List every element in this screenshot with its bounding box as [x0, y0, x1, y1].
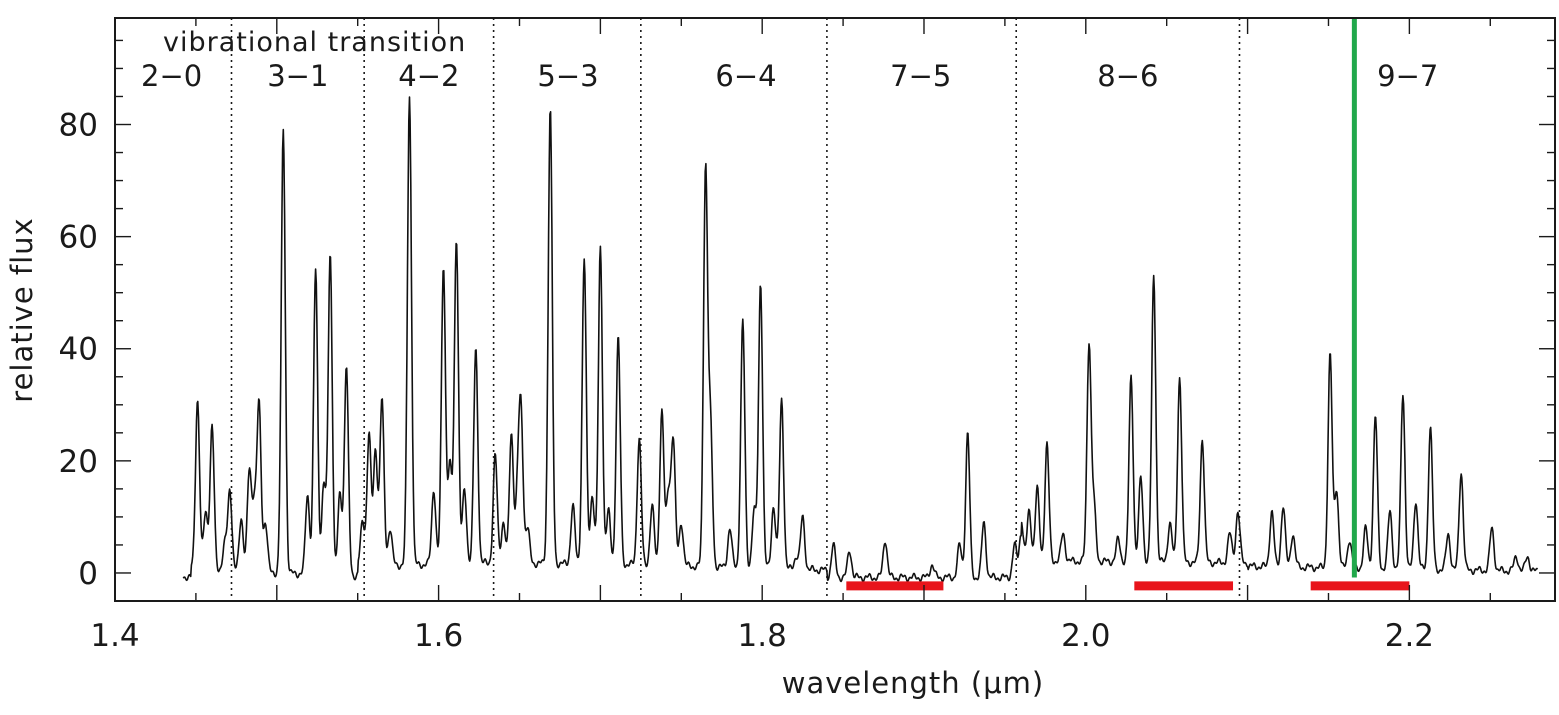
x-tick-label: 1.4 [90, 618, 139, 654]
x-tick-labels: 1.4 1.6 1.8 2.0 2.2 [90, 618, 1434, 654]
band-label-8-6: 8−6 [1097, 59, 1158, 93]
x-axis-title: wavelength (μm) [782, 666, 1044, 700]
band-label-9-7: 9−7 [1377, 59, 1438, 93]
x-tick-label: 1.6 [414, 618, 463, 654]
band-label-6-4: 6−4 [715, 59, 776, 93]
y-tick-labels: 0 20 40 60 80 [59, 108, 98, 592]
plot-frame [114, 17, 1556, 602]
y-tick-label: 0 [78, 556, 98, 592]
band-label-4-2: 4−2 [398, 59, 459, 93]
y-tick-label: 80 [59, 108, 98, 144]
y-axis-title: relative flux [5, 217, 39, 402]
band-label-5-3: 5−3 [537, 59, 598, 93]
x-tick-label: 2.2 [1385, 618, 1434, 654]
x-tick-label: 2.0 [1061, 618, 1110, 654]
band-label-7-5: 7−5 [890, 59, 951, 93]
y-tick-label: 20 [59, 444, 98, 480]
axis-ticks [114, 18, 1555, 601]
highlight-markers [846, 18, 1410, 591]
y-tick-label: 60 [59, 220, 98, 256]
x-tick-label: 1.8 [738, 618, 787, 654]
spectrum-line [182, 96, 1539, 583]
band-labels: 2−0 3−1 4−2 5−3 6−4 7−5 8−6 9−7 [141, 59, 1438, 93]
band-dividers [230, 18, 1241, 601]
band-label-3-1: 3−1 [267, 59, 328, 93]
vibrational-transition-label: vibrational transition [163, 27, 466, 58]
band-label-2-0: 2−0 [141, 59, 202, 93]
y-tick-label: 40 [59, 332, 98, 368]
